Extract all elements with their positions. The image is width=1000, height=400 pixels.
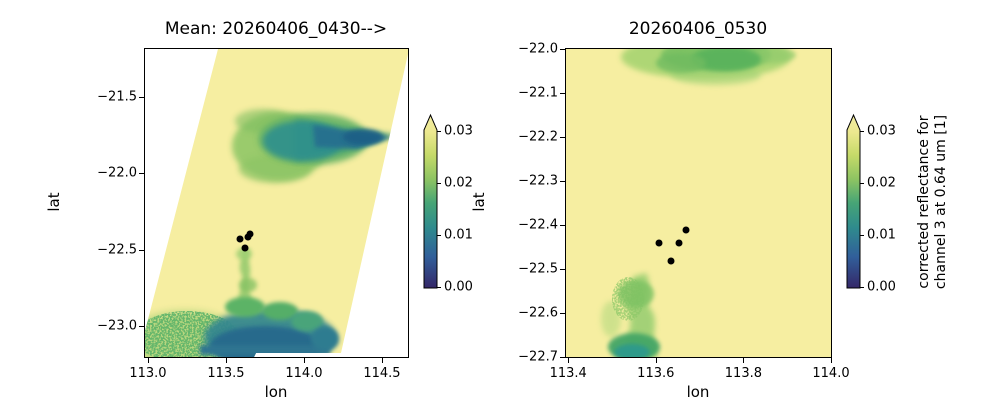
x-tick-label: 113.8	[724, 366, 762, 381]
colorbar-tick-label: 0.01	[444, 227, 473, 243]
left-colorbar-gradient	[423, 113, 438, 289]
colorbar-tick-mark	[860, 235, 864, 236]
colorbar-tick-label: 0.00	[867, 279, 896, 295]
left-xlabel-lon: lon	[264, 383, 288, 400]
y-tick-label: −22.2	[518, 129, 558, 145]
y-tick-mark	[560, 225, 565, 226]
hotspot-dot	[241, 244, 249, 252]
y-tick-mark	[139, 173, 144, 175]
x-tick-mark	[831, 358, 832, 363]
x-tick-mark	[655, 358, 657, 363]
x-tick-label: 114.5	[363, 366, 401, 381]
y-tick-label: −22.3	[518, 173, 558, 189]
y-tick-label: −22.0	[518, 41, 558, 57]
colorbar-tick-mark	[437, 131, 441, 132]
right-map-raster	[566, 49, 831, 357]
southern-cloud-shape	[145, 297, 339, 357]
left-map-axes: 113.0 113.5 114.0 114.5 −21.5 −22.0 −22.5 −23.0	[97, 48, 409, 381]
right-xlabel-lon: lon	[686, 383, 710, 400]
colorbar-tick-mark	[437, 183, 441, 184]
x-tick-mark	[303, 358, 305, 363]
colorbar-tick-mark	[437, 235, 441, 236]
colorbar-tick-label: 0.01	[867, 227, 896, 243]
colorbar-tick-mark	[860, 287, 864, 288]
hotspot-dot	[655, 239, 663, 247]
colorbar-tick-label: 0.02	[444, 175, 473, 191]
y-tick-label: −22.0	[97, 165, 137, 181]
y-tick-mark	[139, 249, 144, 251]
x-tick-mark	[147, 358, 149, 363]
y-tick-label: −22.1	[518, 85, 558, 101]
north-patch-shape	[621, 49, 796, 85]
source-column-shape	[236, 248, 257, 311]
x-tick-mark	[381, 358, 383, 363]
colorbar-tick-label: 0.03	[867, 123, 896, 139]
right-map-axes: 113.4 113.6 113.8 114.0 −22.0 −22.1 −22.2 −22.3…	[518, 42, 849, 382]
x-tick-label: 113.0	[129, 366, 167, 381]
y-tick-mark	[560, 357, 565, 358]
colorbar-tick-mark	[860, 183, 864, 184]
hotspot-dot	[246, 230, 254, 238]
y-tick-mark	[560, 49, 565, 50]
x-tick-label: 113.4	[549, 366, 587, 381]
x-tick-label: 113.5	[207, 366, 245, 381]
right-colorbar-gradient	[846, 113, 861, 289]
right-plot-title: 20260406_0530	[628, 19, 768, 39]
y-tick-label: −22.5	[518, 261, 558, 277]
x-tick-mark	[225, 358, 227, 363]
x-tick-mark	[743, 358, 745, 363]
colorbar-tick-mark	[860, 131, 864, 132]
y-tick-mark	[139, 96, 144, 98]
y-tick-mark	[560, 269, 565, 270]
south-plume-shape	[601, 273, 660, 357]
y-tick-mark	[560, 137, 565, 138]
y-tick-mark	[139, 326, 144, 327]
y-tick-label: −22.5	[97, 242, 137, 258]
y-tick-label: −23.0	[97, 318, 137, 334]
left-map-raster	[145, 49, 408, 357]
colorbar-tick-label: 0.03	[444, 123, 473, 139]
hotspot-dot	[675, 239, 683, 247]
colorbar-label-line2: channel 3 at 0.64 um [1]	[933, 114, 949, 290]
x-tick-label: 113.6	[637, 366, 675, 381]
y-tick-mark	[560, 181, 565, 182]
y-tick-label: −21.5	[97, 89, 137, 105]
hotspot-dot	[236, 235, 244, 243]
right-colorbar: 0.00 0.01 0.02 0.03	[846, 113, 896, 295]
left-colorbar: 0.00 0.01 0.02 0.03	[423, 113, 473, 295]
hotspot-dot	[667, 257, 675, 265]
x-tick-mark	[568, 358, 570, 363]
y-tick-label: −22.7	[518, 349, 558, 365]
colorbar-tick-mark	[437, 287, 441, 288]
hotspot-dot	[682, 226, 690, 234]
y-tick-mark	[560, 93, 565, 94]
y-tick-label: −22.4	[518, 217, 558, 233]
colorbar-label-line1: corrected reflectance for	[916, 115, 933, 289]
colorbar-tick-label: 0.00	[444, 279, 473, 295]
right-colorbar-label: corrected reflectance for channel 3 at 0…	[916, 115, 950, 289]
y-tick-mark	[560, 313, 565, 314]
northern-plume-shape	[232, 109, 397, 183]
y-tick-label: −22.6	[518, 305, 558, 321]
right-ylabel-lat: lat	[470, 192, 488, 212]
x-tick-label: 114.0	[812, 366, 850, 381]
left-plot-title: Mean: 20260406_0430-->	[164, 19, 388, 39]
x-tick-label: 114.0	[285, 366, 323, 381]
left-ylabel-lat: lat	[45, 192, 63, 212]
colorbar-tick-label: 0.02	[867, 175, 896, 191]
